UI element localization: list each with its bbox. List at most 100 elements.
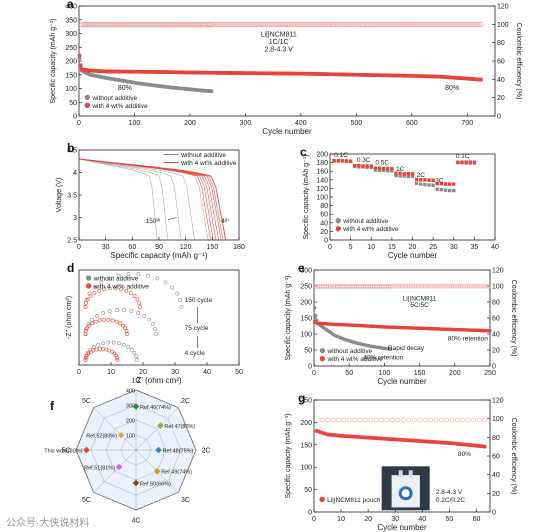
radar-point-label: This work(80%) bbox=[44, 449, 82, 455]
data-point bbox=[414, 177, 419, 182]
data-point bbox=[386, 166, 390, 171]
impedance-point bbox=[115, 358, 120, 362]
data-point bbox=[352, 21, 358, 28]
data-point bbox=[195, 21, 201, 28]
x-tick-label: 120 bbox=[180, 244, 192, 251]
y-tick-label: 150 bbox=[300, 442, 312, 449]
data-point bbox=[427, 178, 431, 182]
data-point bbox=[327, 21, 333, 28]
data-point bbox=[197, 21, 203, 28]
data-point bbox=[384, 417, 390, 423]
data-point bbox=[167, 21, 173, 28]
y-tick-label: 100 bbox=[300, 465, 312, 472]
data-point bbox=[205, 21, 211, 28]
data-point bbox=[174, 21, 180, 28]
x-tick-label: 30 bbox=[450, 244, 458, 251]
impedance-point bbox=[91, 345, 96, 349]
data-point bbox=[147, 21, 153, 28]
data-point bbox=[486, 284, 491, 289]
y2-tick-label: 60 bbox=[492, 316, 500, 323]
y2-axis-label: Coulombic efficiency (%) bbox=[510, 280, 517, 357]
data-point bbox=[223, 21, 230, 28]
data-point bbox=[137, 21, 143, 28]
y2-axis-label: Coulombic efficiency (%) bbox=[515, 23, 522, 100]
data-point bbox=[449, 417, 455, 423]
y-tick-label: 0 bbox=[308, 364, 312, 371]
data-point bbox=[373, 166, 378, 170]
data-point bbox=[107, 21, 113, 28]
data-point bbox=[317, 21, 323, 28]
data-point bbox=[300, 21, 306, 28]
data-point bbox=[387, 21, 393, 28]
impedance-point bbox=[84, 301, 88, 306]
data-point bbox=[369, 164, 373, 168]
data-point bbox=[80, 21, 87, 28]
radar-point bbox=[157, 422, 164, 429]
data-point bbox=[395, 417, 401, 423]
data-point bbox=[129, 21, 135, 28]
data-point bbox=[353, 163, 357, 168]
panel-g: 0 10 20 30 40 50 60 0 50 100 150 200 250 0 20 40 60 80 100… bbox=[285, 391, 517, 532]
y2-tick-label: 40 bbox=[497, 77, 505, 84]
data-point bbox=[202, 21, 208, 28]
annotation: 0.2C/0.2C bbox=[436, 497, 466, 504]
x-tick-label: 100 bbox=[379, 370, 391, 377]
impedance-point bbox=[83, 305, 88, 309]
impedance-point bbox=[90, 321, 95, 326]
data-point bbox=[441, 21, 448, 28]
data-point bbox=[207, 21, 213, 28]
data-point bbox=[267, 21, 273, 28]
data-point bbox=[431, 21, 438, 28]
data-point bbox=[443, 21, 449, 28]
y-tick-label: 120 bbox=[316, 186, 328, 193]
x-axis-label: Specific capacity (mAh g⁻¹) bbox=[110, 251, 207, 260]
y-tick-label: 350 bbox=[65, 17, 77, 24]
data-point bbox=[445, 21, 451, 28]
impedance-point bbox=[83, 332, 88, 336]
panel-a: 0 100 200 300 400 500 600 700050100150200250300… bbox=[50, 0, 522, 136]
legend-label: without additive bbox=[180, 152, 226, 159]
impedance-point bbox=[124, 288, 129, 293]
data-point bbox=[164, 21, 170, 28]
data-point bbox=[140, 21, 146, 28]
data-point bbox=[479, 77, 484, 82]
data-point bbox=[362, 21, 368, 28]
y-tick-label: 160 bbox=[316, 169, 328, 176]
legend-marker bbox=[319, 355, 326, 362]
impedance-point bbox=[119, 287, 123, 292]
data-point bbox=[406, 174, 411, 179]
radar-point-label: Ref.48(75%) bbox=[163, 449, 194, 455]
impedance-point bbox=[84, 354, 88, 359]
legend-label: Li||NCM811 pouch cell bbox=[327, 497, 392, 504]
annotation: 4 cycle bbox=[185, 350, 206, 357]
data-point bbox=[406, 417, 412, 423]
y2-tick-label: 20 bbox=[497, 95, 505, 102]
data-point bbox=[427, 183, 431, 187]
data-point bbox=[377, 168, 382, 173]
data-point bbox=[466, 417, 471, 423]
legend-label: with 4 wt% additive bbox=[180, 160, 237, 167]
y2-tick-label: 20 bbox=[492, 348, 500, 355]
impedance-point bbox=[128, 291, 133, 296]
x-tick-label: 15 bbox=[388, 244, 396, 251]
data-point bbox=[435, 21, 441, 28]
impedance-point bbox=[110, 318, 115, 323]
y2-tick-label: 20 bbox=[492, 491, 500, 498]
data-point bbox=[440, 21, 446, 28]
data-point bbox=[193, 21, 200, 28]
data-point bbox=[336, 159, 340, 163]
data-point bbox=[325, 417, 330, 423]
data-point bbox=[344, 159, 349, 163]
data-point bbox=[115, 21, 121, 28]
data-point bbox=[348, 159, 353, 164]
data-point bbox=[255, 21, 261, 28]
impedance-point bbox=[136, 311, 141, 315]
data-point bbox=[398, 171, 402, 176]
radar-axis-label: 4C bbox=[132, 518, 141, 525]
y-tick-label: 150 bbox=[300, 316, 312, 323]
data-point bbox=[460, 160, 464, 164]
data-point bbox=[381, 166, 386, 171]
panel-label: e bbox=[298, 261, 305, 275]
y-tick-label: 40 bbox=[320, 220, 328, 227]
data-point bbox=[238, 21, 245, 28]
